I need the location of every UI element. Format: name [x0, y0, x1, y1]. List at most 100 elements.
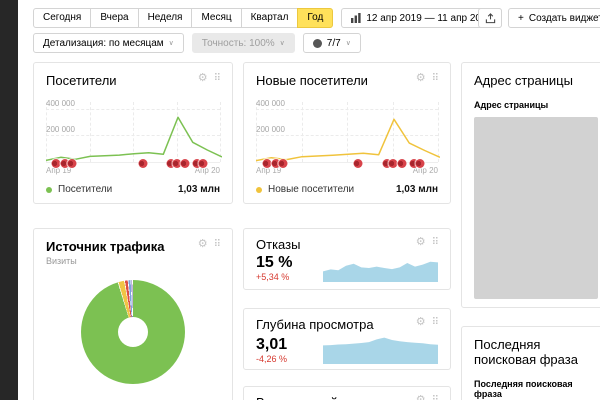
annotation-pin-icon[interactable]	[138, 159, 148, 168]
annotation-pin-icon[interactable]	[388, 159, 397, 168]
widget-title-bounces[interactable]: Отказы	[256, 237, 301, 252]
y-tick-400000: 400 000	[46, 99, 75, 108]
annotation-pin-icon[interactable]	[415, 159, 425, 168]
gridline	[256, 102, 257, 162]
new-visitors-series	[256, 118, 440, 162]
gear-icon[interactable]: ⚙	[415, 316, 426, 328]
widget-traffic-source: Источник трафика ⚙ ⠿ Визиты	[33, 228, 233, 400]
period-tab-5[interactable]: Год	[297, 8, 334, 28]
accuracy-label: Точность: 100%	[201, 37, 275, 49]
date-range-icon	[351, 13, 361, 23]
legend-total: 1,03 млн	[395, 184, 438, 195]
period-tab-3[interactable]: Месяц	[191, 8, 242, 28]
depth-body: 3,01 -4,26 %	[256, 334, 438, 364]
widget-header: Адрес страницы	[474, 73, 598, 88]
period-tab-4[interactable]: Квартал	[240, 8, 299, 28]
depth-value: 3,01	[256, 336, 288, 353]
chevron-down-icon: ∨	[168, 40, 174, 47]
drag-handle-icon[interactable]: ⠿	[431, 237, 439, 248]
legend-dot-icon	[46, 186, 52, 193]
create-widget-label: Создать виджет	[528, 12, 600, 24]
annotation-pin-icon[interactable]	[353, 159, 363, 168]
legend-dot-icon	[256, 186, 262, 193]
bounces-body: 15 % +5,34 %	[256, 254, 438, 282]
gear-icon[interactable]: ⚙	[197, 72, 208, 84]
widget-title-visitors[interactable]: Посетители	[46, 73, 117, 88]
annotation-pin-icon[interactable]	[409, 159, 419, 168]
export-icon	[485, 12, 495, 23]
y-tick-200000: 200 000	[46, 125, 75, 134]
widget-title-page-url[interactable]: Адрес страницы	[474, 73, 573, 88]
drag-handle-icon[interactable]: ⠿	[213, 239, 221, 250]
widget-time-on-site: Время на сайте ⚙ ⠿	[243, 386, 451, 400]
annotation-pin-icon[interactable]	[60, 159, 70, 168]
gridline	[347, 102, 348, 162]
bounces-value: 15 %	[256, 254, 293, 271]
widget-title-depth[interactable]: Глубина просмотра	[256, 317, 374, 332]
widget-header: Посетители ⚙ ⠿	[46, 72, 221, 89]
annotation-pin-icon[interactable]	[192, 159, 202, 168]
drag-handle-icon[interactable]: ⠿	[431, 317, 439, 328]
traffic-source-metric: Визиты	[46, 256, 77, 266]
annotation-pin-icon[interactable]	[271, 159, 281, 168]
widget-depth: Глубина просмотра ⚙ ⠿ 3,01 -4,26 %	[243, 308, 451, 370]
legend-label[interactable]: Новые посетители	[268, 184, 355, 195]
x-label-start: Апр 19	[256, 166, 282, 175]
export-button[interactable]	[478, 8, 502, 28]
widget-title-time-on-site[interactable]: Время на сайте	[256, 395, 351, 400]
annotation-pin-icon[interactable]	[397, 159, 407, 168]
chevron-down-icon: ∨	[279, 40, 285, 47]
x-axis-labels: Апр 19 Апр 20	[256, 166, 438, 175]
annotation-pin-icon[interactable]	[198, 159, 208, 168]
gear-icon[interactable]: ⚙	[415, 394, 426, 400]
toolbar-row-periods: Сегодня Вчера Неделя Месяц Квартал Год 12 апр…	[33, 8, 503, 28]
gridline	[46, 102, 47, 162]
gear-icon[interactable]: ⚙	[415, 72, 426, 84]
drag-handle-icon[interactable]: ⠿	[431, 73, 439, 84]
visitors-line-chart: 400 000 200 000	[46, 99, 222, 168]
depth-sparkline	[323, 337, 438, 364]
period-tab-0[interactable]: Сегодня	[33, 8, 92, 28]
period-tab-2[interactable]: Неделя	[137, 8, 193, 28]
annotation-pin-icon[interactable]	[67, 159, 77, 168]
toolbar-row-actions: + Создать виджет Библиотека виджетов	[478, 8, 600, 28]
widget-title-last-search[interactable]: Последняя поисковая фраза	[474, 337, 578, 367]
new-visitors-legend: Новые посетители 1,03 млн	[256, 184, 438, 195]
widget-header: Время на сайте ⚙ ⠿	[256, 394, 439, 400]
annotation-pin-icon[interactable]	[51, 159, 61, 168]
gridline	[176, 102, 178, 162]
annotation-pin-icon[interactable]	[382, 159, 392, 168]
annotation-pins-row	[256, 159, 438, 169]
chevron-down-icon: ∨	[345, 40, 351, 47]
gridline	[438, 102, 439, 162]
goals-select[interactable]: 7/7 ∨	[302, 33, 361, 53]
widget-new-visitors: Новые посетители ⚙ ⠿ 400 000 200 000 Апр…	[243, 62, 451, 204]
traffic-source-donut-chart[interactable]	[81, 280, 185, 384]
gear-icon[interactable]: ⚙	[415, 236, 426, 248]
widget-header: Источник трафика ⚙ ⠿	[46, 238, 221, 255]
accuracy-select[interactable]: Точность: 100% ∨	[191, 33, 295, 53]
annotation-pin-icon[interactable]	[278, 159, 288, 168]
annotation-pin-icon[interactable]	[262, 159, 272, 168]
widget-title-new-visitors[interactable]: Новые посетители	[256, 73, 368, 88]
create-widget-button[interactable]: + Создать виджет	[508, 8, 600, 28]
drag-handle-icon[interactable]: ⠿	[213, 73, 221, 84]
gridline	[392, 102, 394, 162]
gridline	[133, 102, 134, 162]
period-tab-1[interactable]: Вчера	[90, 8, 139, 28]
visitors-series	[46, 116, 222, 162]
annotation-pin-icon[interactable]	[166, 159, 176, 168]
page-url-field-label: Адрес страницы	[474, 100, 549, 110]
annotation-pin-icon[interactable]	[172, 159, 181, 168]
gridline	[89, 102, 91, 162]
widget-title-traffic-source[interactable]: Источник трафика	[46, 239, 165, 254]
legend-label[interactable]: Посетители	[58, 184, 113, 195]
toolbar-row-filters: Детализация: по месяцам ∨ Точность: 100%…	[33, 33, 361, 53]
gear-icon[interactable]: ⚙	[197, 238, 208, 250]
drag-handle-icon[interactable]: ⠿	[432, 395, 439, 400]
widget-page-url: Адрес страницы Адрес страницы	[461, 62, 600, 308]
widget-bounces: Отказы ⚙ ⠿ 15 % +5,34 %	[243, 228, 451, 290]
annotation-pin-icon[interactable]	[180, 159, 190, 168]
detail-select[interactable]: Детализация: по месяцам ∨	[33, 33, 184, 53]
